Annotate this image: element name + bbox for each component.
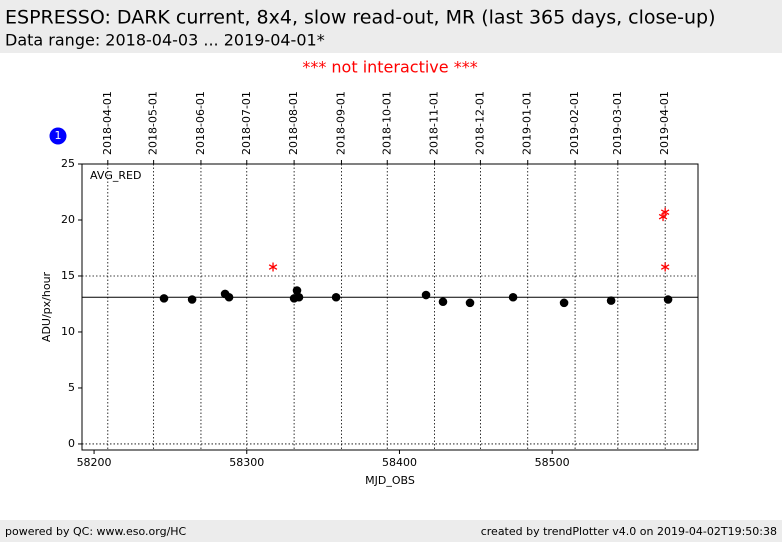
point xyxy=(268,262,278,272)
plot-frame xyxy=(81,163,699,451)
y-axis-label: ADU/px/hour xyxy=(40,271,53,342)
point xyxy=(224,292,234,302)
notice: *** not interactive *** xyxy=(302,58,477,77)
y-tick-label: 15 xyxy=(61,269,75,282)
x-tick-label: 58500 xyxy=(535,456,570,469)
badge-circle xyxy=(49,127,67,145)
top-tick-label: 2018-08-01 xyxy=(287,91,300,155)
chart-title: ESPRESSO: DARK current, 8x4, slow read-o… xyxy=(5,7,716,29)
point xyxy=(663,295,673,304)
y-tick-label: 20 xyxy=(61,213,75,226)
top-tick-label: 2018-04-01 xyxy=(101,91,114,155)
top-tick-label: 2019-03-01 xyxy=(611,91,624,155)
x-tick-label: 58300 xyxy=(229,456,264,469)
point xyxy=(559,298,569,308)
badge: 1 xyxy=(55,129,62,142)
point xyxy=(438,297,448,307)
top-tick-label: 2018-05-01 xyxy=(147,91,160,155)
top-tick-label: 2018-10-01 xyxy=(380,91,393,155)
footer-left: powered by QC: www.eso.org/HC xyxy=(5,525,187,538)
point xyxy=(421,290,431,300)
point xyxy=(292,286,302,295)
top-tick-label: 2018-11-01 xyxy=(428,91,441,155)
chart-subtitle: Data range: 2018-04-03 ... 2019-04-01* xyxy=(5,31,325,50)
y-tick-label: 0 xyxy=(68,437,75,450)
top-tick-label: 2018-06-01 xyxy=(194,91,207,155)
point xyxy=(606,296,616,305)
top-tick-label: 2018-09-01 xyxy=(334,91,347,155)
footer-right: created by trendPlotter v4.0 on 2019-04-… xyxy=(481,525,777,538)
y-tick-label: 10 xyxy=(61,325,75,338)
top-tick-label: 2018-12-01 xyxy=(473,91,486,155)
x-tick-label: 58400 xyxy=(382,456,417,469)
point xyxy=(660,207,670,217)
top-tick-label: 2019-01-01 xyxy=(521,91,534,155)
point xyxy=(465,298,475,308)
annotation: AVG_RED xyxy=(90,169,141,182)
footer-band xyxy=(0,520,782,542)
point xyxy=(660,262,670,272)
top-tick-label: 2018-07-01 xyxy=(240,91,253,155)
y-tick-label: 5 xyxy=(68,381,75,394)
header-band xyxy=(0,0,782,53)
top-tick-label: 2019-02-01 xyxy=(568,91,581,155)
x-tick-label: 58200 xyxy=(77,456,112,469)
y-tick-label: 25 xyxy=(61,157,75,170)
point xyxy=(331,292,341,302)
point xyxy=(187,295,197,304)
point xyxy=(508,292,518,302)
point xyxy=(294,292,304,302)
top-tick-label: 2019-04-01 xyxy=(658,91,671,155)
x-axis-label: MJD_OBS xyxy=(365,474,415,487)
point xyxy=(159,294,169,303)
